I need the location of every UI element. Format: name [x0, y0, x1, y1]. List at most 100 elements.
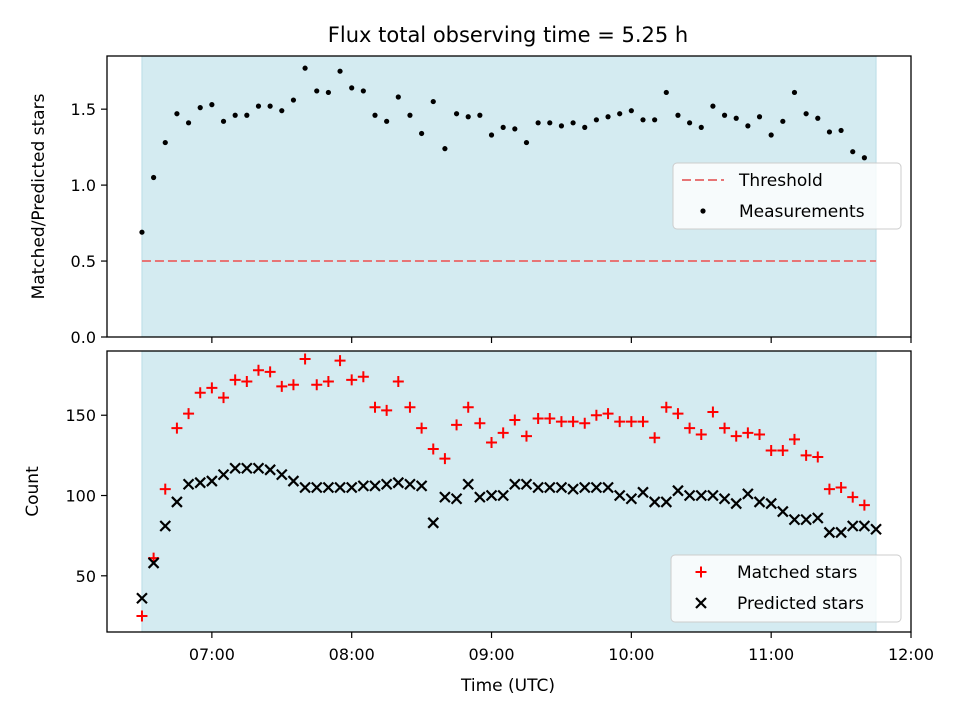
predicted-stars-point: [497, 489, 509, 502]
predicted-stars-point: [520, 478, 533, 491]
measurements-point: [500, 124, 506, 130]
matched-stars-point: [416, 422, 428, 434]
matched-stars-point: [684, 422, 696, 434]
measurements-point: [453, 111, 460, 117]
predicted-stars-point: [450, 492, 463, 505]
predicted-stars-point: [404, 478, 416, 491]
measurements-point: [570, 120, 576, 126]
predicted-stars-point: [252, 462, 265, 474]
matched-stars-point: [625, 416, 637, 428]
predicted-stars-point: [742, 488, 754, 500]
measurements-point: [850, 149, 856, 155]
measurements-point: [314, 88, 320, 94]
measurements-point: [197, 105, 203, 111]
measurements-point: [815, 115, 821, 121]
predicted-stars-point: [217, 468, 230, 481]
predicted-stars-point: [369, 480, 381, 492]
matched-stars-point: [486, 437, 498, 449]
chart-title: Flux total observing time = 5.25 h: [328, 23, 688, 47]
legend-matched-swatch: [695, 566, 707, 578]
bottom-y-tick-label: 150: [65, 406, 96, 425]
matched-stars-point: [194, 387, 206, 399]
predicted-stars-point: [672, 484, 684, 497]
predicted-stars-point: [509, 478, 521, 491]
measurements-point: [803, 111, 809, 117]
measurements-point: [349, 85, 355, 91]
matched-stars-point: [707, 406, 719, 418]
top-legend-label: Threshold: [738, 171, 823, 191]
measurements-point: [337, 68, 343, 74]
predicted-stars-point: [241, 462, 253, 474]
matched-stars-point: [602, 408, 614, 420]
measurements-point: [628, 108, 634, 114]
predicted-stars-point: [660, 496, 673, 508]
matched-stars-point: [264, 366, 276, 378]
predicted-stars-point: [567, 483, 579, 495]
predicted-stars-point: [613, 489, 626, 502]
bottom-y-tick-label: 100: [65, 487, 96, 506]
measurements-point: [372, 112, 378, 118]
predicted-stars-point: [753, 496, 766, 508]
measurements-point: [279, 108, 285, 114]
matched-stars-point: [474, 417, 486, 429]
matched-stars-point: [322, 376, 334, 388]
bottom-axes-frame: [106, 350, 912, 633]
measurements-point: [325, 89, 331, 96]
predicted-stars-point: [823, 526, 836, 539]
predicted-stars-point: [846, 520, 859, 532]
measurements-point: [267, 103, 273, 109]
predicted-stars-point: [206, 475, 218, 487]
measurements-point: [605, 114, 611, 120]
matched-stars-point: [590, 409, 602, 421]
matched-stars-point: [311, 379, 323, 391]
matched-stars-point: [334, 355, 346, 367]
matched-stars-point: [742, 427, 754, 439]
predicted-stars-point: [334, 481, 346, 494]
measurements-point: [151, 174, 157, 181]
predicted-stars-point: [276, 468, 288, 481]
predicted-stars-point: [462, 478, 474, 491]
matched-stars-point: [637, 416, 649, 428]
measurements-point: [721, 112, 728, 118]
predicted-stars-point: [602, 481, 614, 494]
matched-stars-point: [299, 353, 311, 365]
predicted-stars-point: [392, 476, 405, 489]
matched-stars-point: [777, 445, 789, 457]
predicted-stars-point: [718, 492, 731, 505]
predicted-stars-point: [322, 481, 335, 494]
predicted-stars-point: [299, 481, 311, 494]
matched-stars-point: [544, 412, 556, 424]
matched-stars-point: [614, 416, 626, 428]
matched-stars-point: [847, 491, 859, 503]
matched-stars-point: [835, 481, 847, 493]
legend-measurements-swatch: [700, 208, 706, 214]
measurements-point: [523, 139, 530, 146]
matched-stars-point: [812, 451, 824, 463]
measurements-point: [185, 120, 192, 126]
matched-stars-point: [649, 432, 661, 444]
matched-stars-point: [497, 427, 509, 439]
predicted-stars-point: [194, 476, 206, 489]
matched-stars-point: [369, 401, 381, 413]
measurements-point: [174, 111, 180, 117]
bottom-x-tick-label: 08:00: [329, 645, 375, 664]
matched-stars-point: [509, 414, 521, 426]
measurements-point: [360, 88, 366, 94]
predicted-stars-point: [695, 489, 708, 502]
measurements-point: [419, 130, 425, 137]
predicted-stars-point: [310, 481, 323, 494]
measurements-point: [162, 139, 168, 146]
measurements-point: [465, 114, 471, 120]
predicted-stars-point: [800, 513, 812, 526]
measurements-point: [302, 65, 308, 71]
predicted-stars-point: [637, 486, 649, 499]
measurements-point: [558, 123, 565, 129]
matched-stars-point: [579, 417, 591, 429]
bottom-legend: Matched stars Predicted stars: [670, 554, 902, 623]
matched-stars-point: [800, 449, 812, 461]
predicted-stars-point: [439, 491, 451, 503]
matched-stars-point: [823, 483, 835, 495]
top-panel: 0.0 0.5 1.0 1.5 Matched/Predicted stars Thres…: [29, 55, 912, 347]
matched-stars-point: [462, 401, 474, 413]
